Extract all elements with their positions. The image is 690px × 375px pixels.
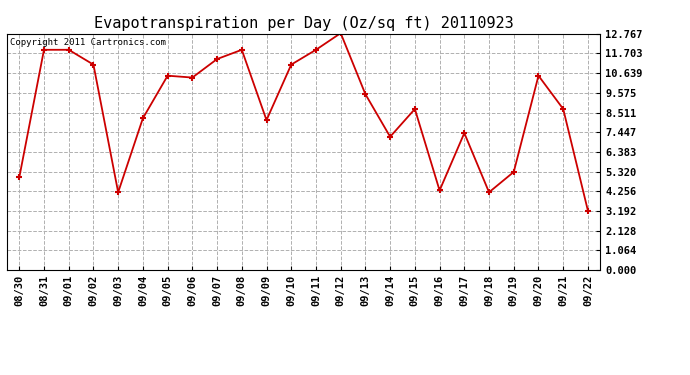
Title: Evapotranspiration per Day (Oz/sq ft) 20110923: Evapotranspiration per Day (Oz/sq ft) 20… — [94, 16, 513, 31]
Text: Copyright 2011 Cartronics.com: Copyright 2011 Cartronics.com — [10, 39, 166, 48]
